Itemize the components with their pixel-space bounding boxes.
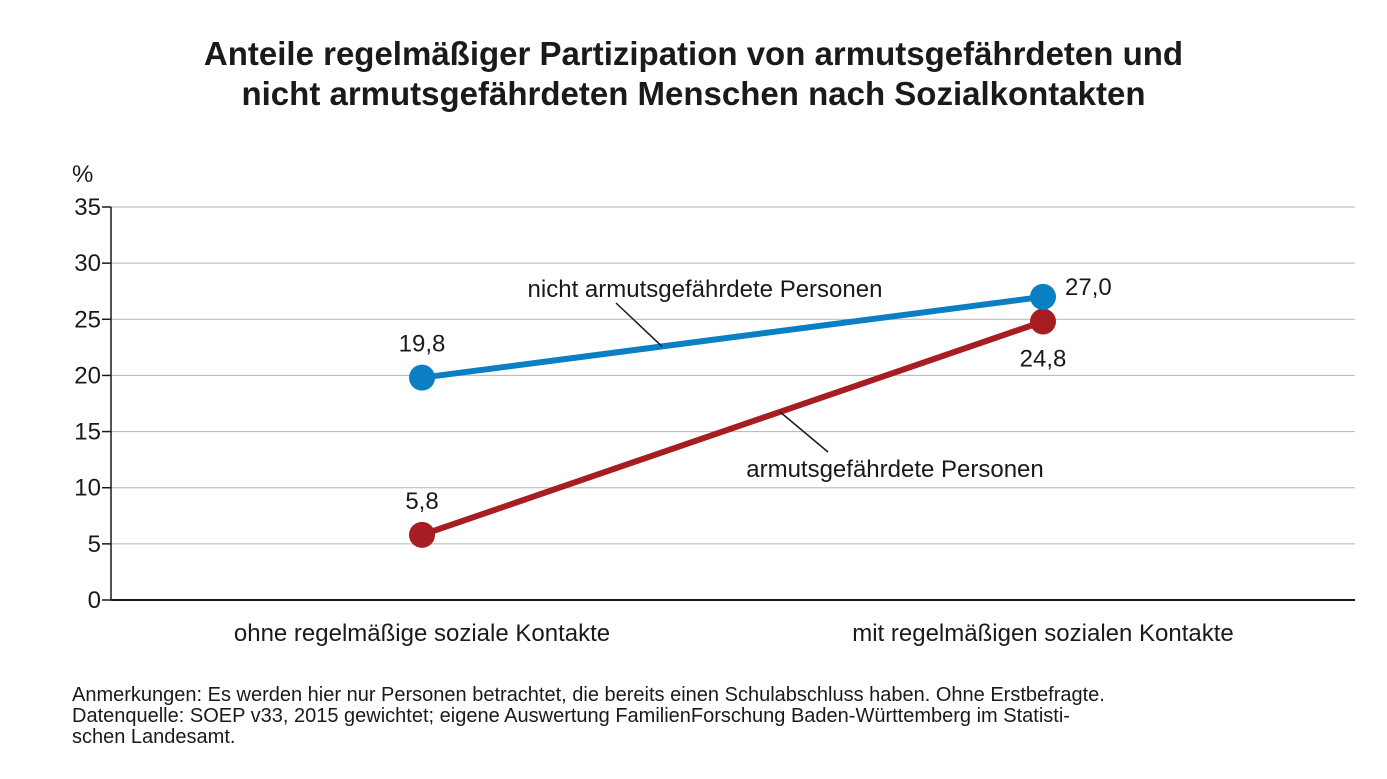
data-point [1030,308,1056,335]
axes [102,206,1355,601]
series-label: nicht armutsgefährdete Personen [528,276,883,303]
notes-line-3: schen Landesamt. [72,726,236,748]
y-tick-label: 20 [74,362,101,389]
series-label-leader [779,411,829,453]
y-tick-label: 5 [88,531,101,558]
x-category-labels: ohne regelmäßige soziale Kontakte mit reg… [234,620,1234,647]
x-category-label: mit regelmäßigen sozialen Kontakte [852,620,1234,647]
data-label: 24,8 [1020,346,1067,373]
y-tick-label: 10 [74,475,101,502]
y-tick-label: 0 [88,587,101,614]
series-label-leader [615,302,663,347]
y-tick-labels: 0 5 10 15 20 25 30 35 [74,194,101,614]
data-label: 19,8 [399,331,446,358]
series-label: armutsgefährdete Personen [746,456,1044,483]
y-tick-label: 30 [74,250,101,277]
data-point [409,364,435,391]
y-axis-unit-label: % [72,161,93,188]
data-label: 5,8 [405,488,438,515]
chart-notes: Anmerkungen: Es werden hier nur Personen… [72,685,1372,748]
series: 19,8 27,0 5,8 24,8 nicht armutsgefährdete Pe… [399,274,1112,548]
y-tick-label: 35 [74,194,101,221]
data-point [1030,283,1056,310]
series-line [419,318,1046,538]
y-tick-label: 15 [74,419,101,446]
series-line [419,293,1046,381]
notes-line-1: Anmerkungen: Es werden hier nur Personen… [72,684,1105,706]
data-label: 27,0 [1065,274,1112,301]
chart-title-line-1: Anteile regelmäßiger Partizipation von a… [203,35,1184,72]
x-category-label: ohne regelmäßige soziale Kontakte [234,620,610,647]
y-tick-label: 25 [74,306,101,333]
chart-title-line-2: nicht armutsgefährdeten Menschen nach So… [241,75,1146,112]
gridlines [111,206,1355,545]
data-point [409,521,435,548]
notes-line-2: Datenquelle: SOEP v33, 2015 gewichtet; e… [72,705,1070,727]
chart-title: Anteile regelmäßiger Partizipation von a… [0,34,1387,114]
